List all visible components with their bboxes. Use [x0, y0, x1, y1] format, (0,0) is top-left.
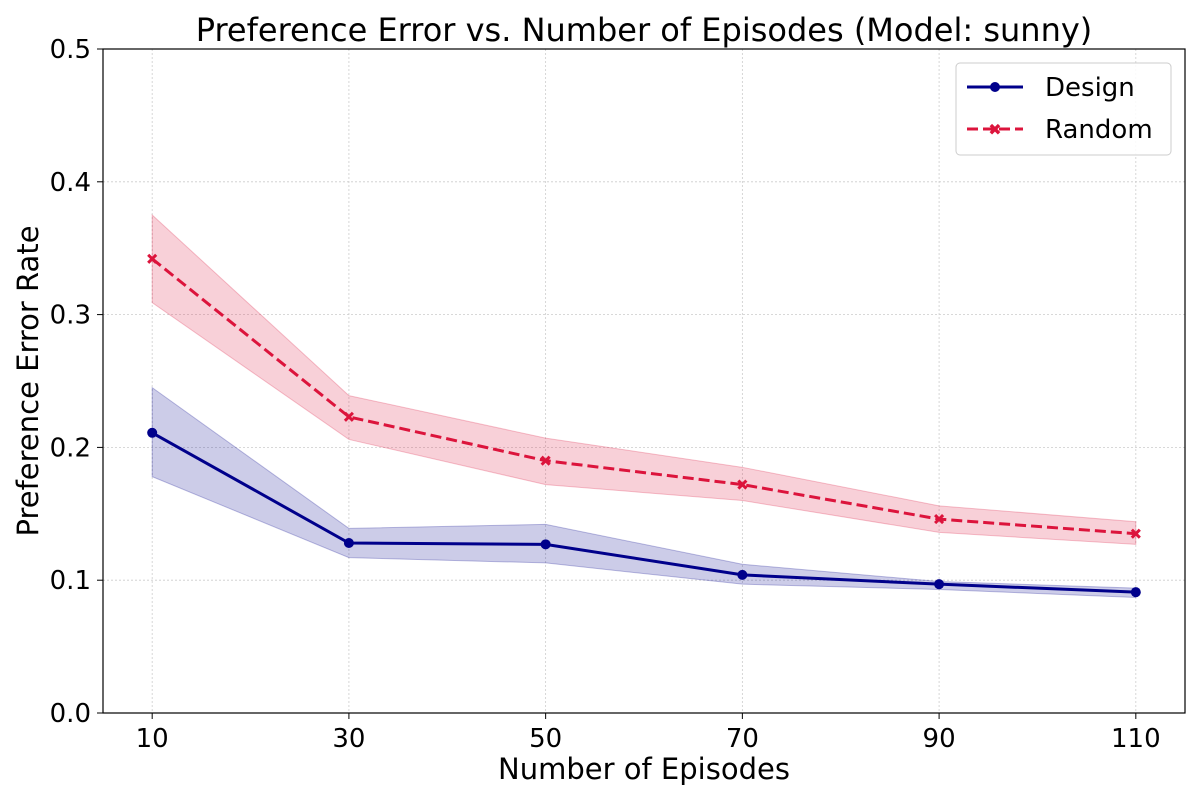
- y-axis-label: Preference Error Rate: [11, 225, 45, 536]
- y-tick-label: 0.0: [50, 699, 91, 729]
- y-tick-label: 0.1: [50, 566, 91, 596]
- data-point-random: [1130, 528, 1141, 539]
- data-point-random: [343, 411, 354, 422]
- legend-marker-random: ✖: [988, 120, 1001, 139]
- series-line-design: [151, 431, 1136, 594]
- y-tick-label: 0.2: [50, 433, 91, 463]
- confidence-band-design: [151, 386, 1137, 598]
- data-point-random: [934, 514, 945, 525]
- x-tick-label: 70: [726, 724, 759, 754]
- data-point-random: [737, 479, 748, 490]
- data-point-design: [147, 427, 158, 438]
- data-point-design: [934, 579, 945, 590]
- y-tick-label: 0.4: [50, 168, 91, 198]
- y-tick-label: 0.3: [50, 301, 91, 331]
- plot-frame: [102, 48, 1186, 714]
- data-point-design: [343, 538, 354, 549]
- x-tick-label: 110: [1111, 724, 1161, 754]
- data-point-design: [1130, 587, 1141, 598]
- legend: Design ✖ Random: [955, 62, 1172, 156]
- x-tick-label: 10: [136, 724, 169, 754]
- x-tick-label: 50: [529, 724, 562, 754]
- legend-label-design: Design: [1045, 73, 1135, 103]
- data-point-random: [540, 455, 551, 466]
- legend-marker-design: [990, 82, 1000, 92]
- chart-title: Preference Error vs. Number of Episodes …: [196, 11, 1093, 49]
- data-point-design: [737, 569, 748, 580]
- data-point-design: [540, 539, 551, 550]
- series-line-random: [151, 257, 1136, 536]
- x-tick-label: 30: [332, 724, 365, 754]
- data-point-random: [147, 253, 158, 264]
- legend-label-random: Random: [1045, 115, 1153, 145]
- y-tick-label: 0.5: [50, 35, 91, 65]
- x-axis-label: Number of Episodes: [498, 752, 790, 786]
- x-tick-label: 90: [923, 724, 956, 754]
- confidence-band-random: [151, 213, 1137, 545]
